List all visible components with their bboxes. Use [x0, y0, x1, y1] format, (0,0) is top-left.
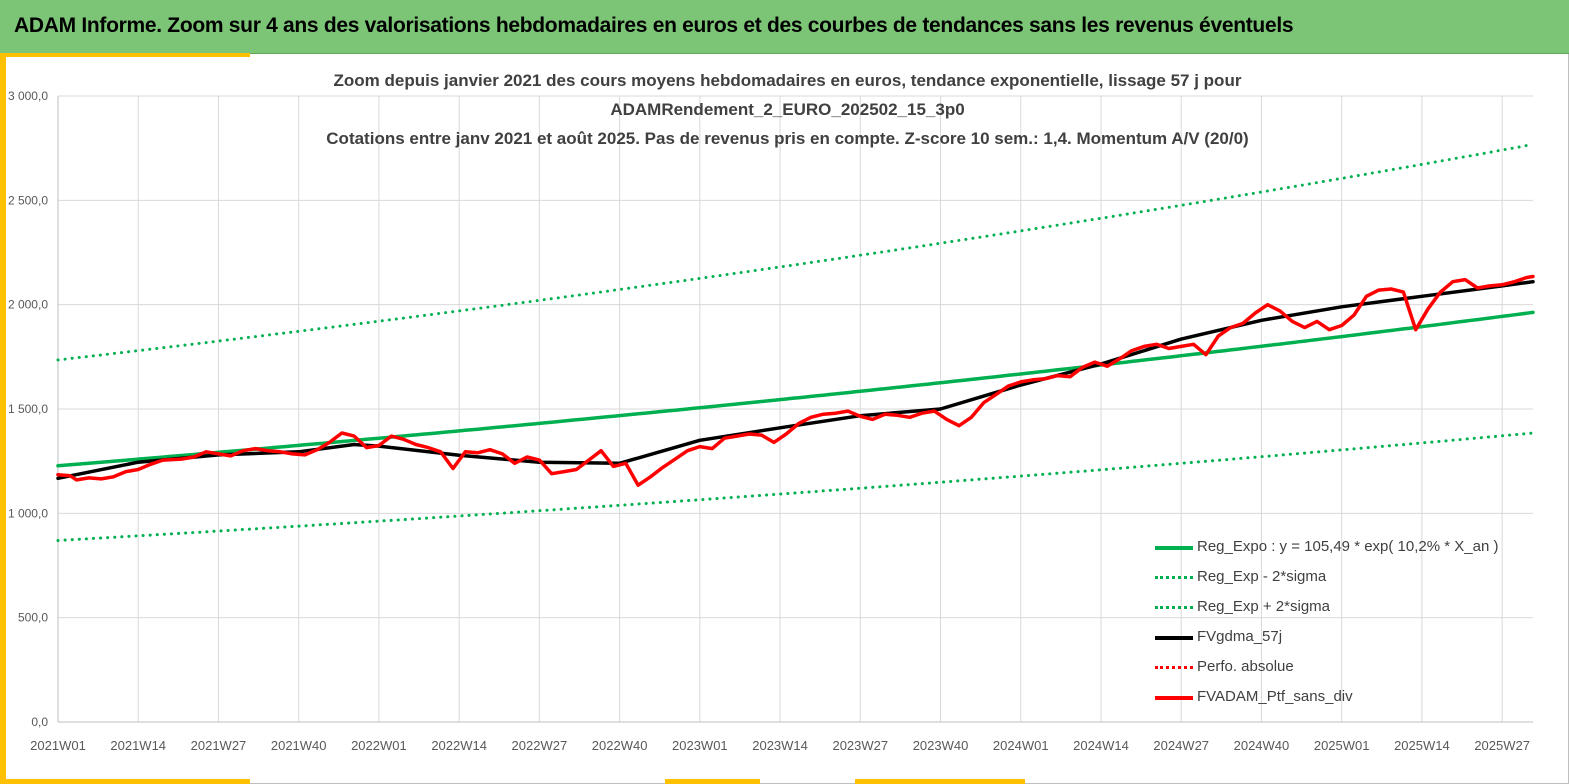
- legend-label: Reg_Expo : y = 105,49 * exp( 10,2% * X_a…: [1197, 538, 1499, 555]
- y-tick-label: 500,0: [18, 611, 48, 625]
- legend-label: FVADAM_Ptf_sans_div: [1197, 688, 1353, 705]
- accent-bar-bottom: [855, 779, 1025, 784]
- reg-exp-minus-2sigma-line: [56, 431, 1535, 542]
- x-tick-label: 2023W40: [913, 738, 969, 753]
- x-tick-label: 2021W14: [110, 738, 166, 753]
- accent-bar-bottom: [665, 779, 760, 784]
- x-tick-label: 2022W40: [592, 738, 648, 753]
- accent-bar-left: [0, 53, 6, 784]
- x-tick-label: 2024W40: [1234, 738, 1290, 753]
- accent-bar-bottom: [0, 779, 250, 784]
- y-tick-label: 3 000,0: [8, 89, 48, 103]
- fvadam-ptf-line: [56, 274, 1535, 487]
- legend-swatch: [1155, 636, 1193, 640]
- reg-exp-plus-2sigma-line: [56, 142, 1535, 362]
- legend-label: Perfo. absolue: [1197, 658, 1294, 675]
- legend-label: FVgdma_57j: [1197, 628, 1283, 645]
- legend-swatch: [1155, 696, 1193, 700]
- legend-swatch: [1155, 576, 1193, 579]
- x-tick-label: 2025W01: [1314, 738, 1370, 753]
- banner: ADAM Informe. Zoom sur 4 ans des valoris…: [0, 0, 1569, 54]
- x-tick-label: 2022W14: [431, 738, 487, 753]
- banner-title: ADAM Informe. Zoom sur 4 ans des valoris…: [14, 14, 1294, 37]
- y-tick-label: 2 000,0: [8, 298, 48, 312]
- x-tick-label: 2021W40: [271, 738, 327, 753]
- legend-label: Reg_Exp + 2*sigma: [1197, 598, 1330, 615]
- legend-label: Reg_Exp - 2*sigma: [1197, 568, 1327, 585]
- x-tick-label: 2021W01: [30, 738, 86, 753]
- x-tick-label: 2025W27: [1474, 738, 1530, 753]
- x-tick-label: 2023W01: [672, 738, 728, 753]
- legend-swatch: [1155, 606, 1193, 609]
- x-tick-label: 2021W27: [191, 738, 247, 753]
- x-tick-label: 2024W27: [1153, 738, 1209, 753]
- y-tick-label: 2 500,0: [8, 193, 48, 207]
- y-tick-label: 1 500,0: [8, 402, 48, 416]
- x-tick-label: 2024W14: [1073, 738, 1129, 753]
- accent-bar-top: [0, 53, 250, 57]
- legend-swatch: [1155, 666, 1193, 669]
- x-tick-label: 2025W14: [1394, 738, 1450, 753]
- x-tick-label: 2022W01: [351, 738, 407, 753]
- x-tick-label: 2023W27: [832, 738, 888, 753]
- chart-title-line-1: Zoom depuis janvier 2021 des cours moyen…: [333, 71, 1242, 90]
- y-tick-label: 0,0: [31, 715, 48, 729]
- chart-title-line-3: Cotations entre janv 2021 et août 2025. …: [326, 129, 1249, 148]
- reg-expo-line: [56, 310, 1535, 468]
- x-tick-label: 2023W14: [752, 738, 808, 753]
- legend-swatch: [1155, 546, 1193, 550]
- y-tick-label: 1 000,0: [8, 506, 48, 520]
- chart-title-line-2: ADAMRendement_2_EURO_202502_15_3p0: [610, 100, 965, 119]
- x-tick-label: 2024W01: [993, 738, 1049, 753]
- x-tick-label: 2022W27: [512, 738, 568, 753]
